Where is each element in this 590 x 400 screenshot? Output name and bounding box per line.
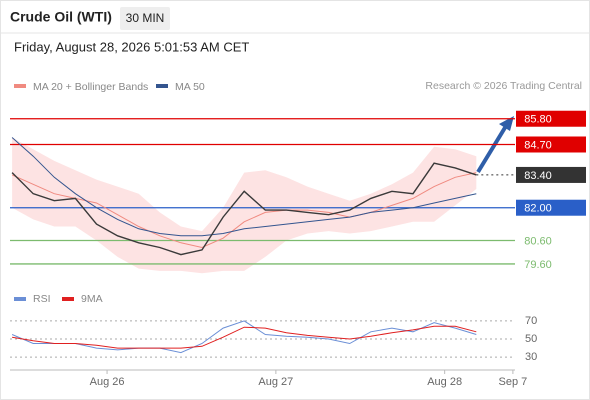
level-label: 82.00: [524, 203, 552, 215]
level-label: 79.60: [524, 259, 552, 271]
level-label: 83.40: [524, 170, 552, 182]
legend-swatch: [156, 84, 168, 88]
rsi-line: [11, 320, 477, 354]
credit: Research © 2026 Trading Central: [425, 80, 582, 92]
x-tick-label: Aug 28: [427, 376, 462, 388]
legend-label: RSI: [33, 293, 51, 305]
y-tick-label: 50: [525, 333, 537, 345]
ma-line: [11, 137, 477, 237]
rsi-line: [12, 325, 477, 349]
timeframe: 30 MIN: [126, 11, 165, 25]
legend-swatch: [14, 84, 26, 88]
level-label: 85.80: [524, 114, 552, 126]
timestamp: Friday, August 28, 2026 5:01:53 AM CET: [14, 39, 249, 54]
legend-swatch: [14, 297, 26, 301]
forecast-arrow: [476, 124, 508, 174]
forecast-arrow-head: [499, 116, 514, 131]
price-line: [11, 162, 477, 256]
level-box: [516, 110, 586, 127]
timeframe-badge: [120, 7, 170, 30]
legend-label: 9MA: [81, 293, 103, 305]
level-box: [516, 199, 586, 216]
level-label: 84.70: [524, 139, 552, 151]
y-tick-label: 30: [525, 351, 537, 363]
legend-swatch: [62, 297, 74, 301]
x-tick-label: Aug 26: [90, 376, 125, 388]
legend-label: MA 20 + Bollinger Bands: [33, 81, 148, 93]
level-box: [516, 136, 586, 153]
level-box: [516, 166, 586, 183]
level-label: 80.60: [524, 235, 552, 247]
title: Crude Oil (WTI): [10, 9, 112, 25]
legend-label: MA 50: [175, 81, 205, 93]
x-tick-label: Sep 7: [499, 376, 528, 388]
ma-line: [11, 172, 477, 249]
y-tick-label: 70: [525, 315, 537, 327]
x-tick-label: Aug 27: [258, 376, 293, 388]
